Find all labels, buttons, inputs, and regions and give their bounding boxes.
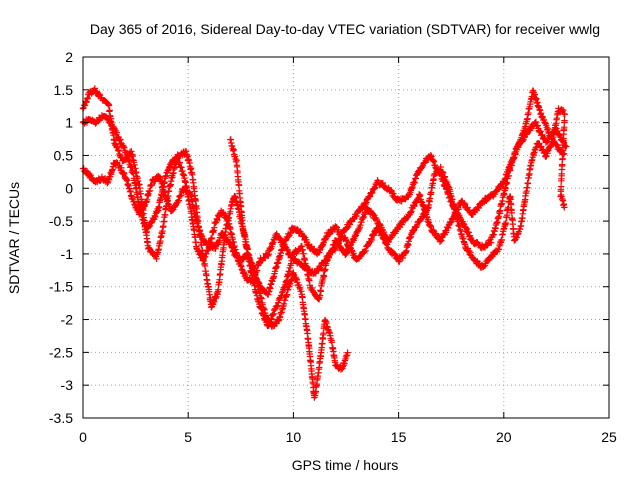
y-tick-label: -2 (61, 312, 74, 328)
y-tick-labels: 2 1.5 1 0.5 0 -0.5 -1 -1.5 -2 -2.5 -3 -3.5 (49, 49, 73, 426)
series-markers (79, 159, 351, 401)
plot-frame (82, 56, 610, 419)
y-tick-label: -3 (61, 377, 74, 393)
grid (83, 57, 609, 418)
series-track-a (79, 85, 568, 329)
data-points (79, 85, 570, 401)
y-tick-label: 2 (65, 49, 73, 65)
y-tick-label: 0.5 (54, 147, 74, 163)
chart-title: Day 365 of 2016, Sidereal Day-to-day VTE… (90, 21, 600, 37)
y-tick-label: -1.5 (49, 279, 73, 295)
series-markers (79, 85, 568, 329)
y-tick-label: -1 (61, 246, 74, 262)
x-tick-label: 10 (286, 429, 302, 445)
series-markers (79, 112, 570, 286)
series-track-c (79, 159, 351, 401)
tick-marks (82, 56, 610, 419)
x-tick-label: 25 (601, 429, 617, 445)
y-tick-label: -2.5 (49, 344, 73, 360)
series-markers (227, 105, 568, 298)
y-tick-label: 0 (65, 180, 73, 196)
series-track-b (79, 112, 570, 286)
series-track-d (227, 105, 568, 298)
y-tick-label: 1 (65, 115, 73, 131)
x-tick-label: 15 (391, 429, 407, 445)
y-tick-label: -0.5 (49, 213, 73, 229)
x-tick-label: 0 (79, 429, 87, 445)
x-tick-label: 20 (496, 429, 512, 445)
y-tick-label: 1.5 (54, 82, 74, 98)
x-axis-label: GPS time / hours (292, 457, 399, 473)
y-axis-label: SDTVAR / TECUs (6, 182, 22, 294)
x-tick-labels: 0 5 10 15 20 25 (79, 429, 617, 445)
y-tick-label: -3.5 (49, 410, 73, 426)
x-tick-label: 5 (184, 429, 192, 445)
